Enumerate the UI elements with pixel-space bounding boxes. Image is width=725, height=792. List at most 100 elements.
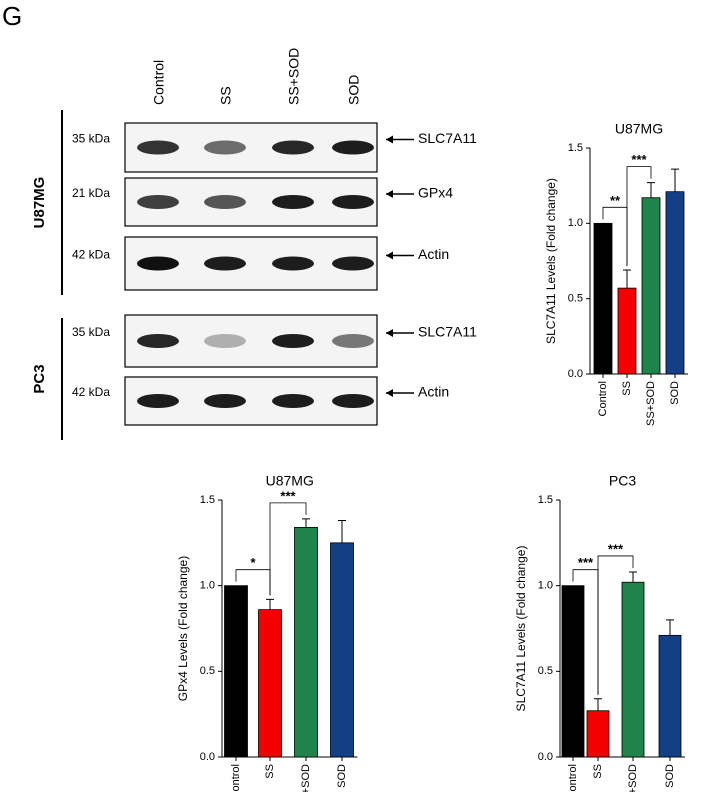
y-tick-label: 0.0 xyxy=(538,751,553,763)
y-axis-label: SLC7A11 Levels (Fold change) xyxy=(544,178,558,344)
bar xyxy=(586,710,610,758)
y-axis-label: SLC7A11 Levels (Fold change) xyxy=(514,546,528,712)
x-tick-label: Control xyxy=(567,764,579,792)
chart-title: U87MG xyxy=(266,473,314,489)
lane-label: SOD xyxy=(346,75,362,105)
band xyxy=(204,394,246,408)
y-tick-label: 1.5 xyxy=(568,142,583,154)
panel-label: G xyxy=(2,1,22,31)
bar xyxy=(617,287,637,375)
protein-label: SLC7A11 xyxy=(418,130,477,146)
arrow-head xyxy=(386,389,393,397)
band xyxy=(204,334,246,348)
bar xyxy=(294,527,318,758)
y-tick-label: 0.5 xyxy=(538,665,553,677)
bar xyxy=(561,585,585,758)
lane-label: Control xyxy=(151,60,167,105)
band xyxy=(332,195,374,209)
bar xyxy=(658,634,682,758)
size-label: 42 kDa xyxy=(72,385,110,399)
y-tick-label: 1.0 xyxy=(568,217,583,229)
band xyxy=(204,256,246,271)
band xyxy=(272,334,314,348)
size-label: 35 kDa xyxy=(72,132,110,146)
error-bar xyxy=(671,168,679,192)
y-tick-label: 1.0 xyxy=(200,580,215,592)
band xyxy=(272,394,314,408)
band xyxy=(137,256,179,271)
chart-title: U87MG xyxy=(615,121,663,137)
y-tick-label: 1.5 xyxy=(200,494,215,506)
error-bar xyxy=(302,518,310,528)
band xyxy=(137,195,179,209)
bar xyxy=(665,191,685,375)
band xyxy=(204,140,246,155)
x-tick-label: SOD xyxy=(336,764,348,788)
significance-label: *** xyxy=(631,152,647,167)
band xyxy=(204,195,246,209)
band xyxy=(137,334,179,348)
y-tick-label: 1.0 xyxy=(538,580,553,592)
y-axis-label: GPx4 Levels (Fold change) xyxy=(176,556,190,701)
size-label: 42 kDa xyxy=(72,248,110,262)
x-tick-label: SS xyxy=(264,764,276,779)
error-bar xyxy=(623,269,631,289)
bar xyxy=(593,222,613,375)
error-bar xyxy=(338,520,346,543)
lane-label: SS+SOD xyxy=(286,48,302,105)
error-bar xyxy=(666,619,674,636)
y-tick-label: 1.5 xyxy=(538,494,553,506)
error-bar xyxy=(629,571,637,583)
band xyxy=(332,334,374,348)
bar xyxy=(224,585,248,758)
significance-bracket xyxy=(626,166,652,267)
y-tick-label: 0.0 xyxy=(200,751,215,763)
x-tick-label: SS+SOD xyxy=(300,764,312,792)
band xyxy=(272,195,314,209)
significance-bracket xyxy=(269,502,307,596)
y-tick-label: 0.5 xyxy=(568,293,583,305)
bar xyxy=(258,609,282,758)
lane-label: SS xyxy=(218,86,234,105)
protein-label: SLC7A11 xyxy=(418,324,477,340)
band xyxy=(332,256,374,271)
group-label: U87MG xyxy=(31,177,48,229)
x-tick-label: Control xyxy=(597,381,609,416)
significance-bracket xyxy=(597,555,634,695)
error-bar xyxy=(594,698,602,711)
x-tick-label: Control xyxy=(230,764,242,792)
arrow-head xyxy=(386,135,393,144)
band xyxy=(272,256,314,271)
significance-label: * xyxy=(250,555,256,570)
band xyxy=(272,140,314,155)
band xyxy=(137,140,179,155)
significance-label: *** xyxy=(608,541,624,556)
x-tick-label: SS xyxy=(621,381,633,396)
y-tick-label: 0.0 xyxy=(568,368,583,380)
significance-label: ** xyxy=(610,193,621,208)
bar xyxy=(641,197,661,375)
protein-label: Actin xyxy=(418,384,449,400)
bar xyxy=(621,581,645,758)
arrow-head xyxy=(386,190,393,198)
arrow-head xyxy=(386,251,393,260)
x-tick-label: SS+SOD xyxy=(627,764,639,792)
band xyxy=(137,394,179,408)
x-tick-label: SOD xyxy=(664,764,676,788)
chart-title: PC3 xyxy=(609,473,636,489)
significance-label: *** xyxy=(280,488,296,503)
band xyxy=(332,394,374,408)
size-label: 35 kDa xyxy=(72,325,110,339)
band xyxy=(332,140,374,155)
size-label: 21 kDa xyxy=(72,186,110,200)
error-bar xyxy=(266,598,274,610)
protein-label: GPx4 xyxy=(418,185,453,201)
x-tick-label: SS xyxy=(592,764,604,779)
significance-label: *** xyxy=(578,555,594,570)
x-tick-label: SOD xyxy=(669,381,681,405)
group-label: PC3 xyxy=(31,364,48,393)
bar xyxy=(330,542,354,758)
error-bar xyxy=(647,182,655,198)
y-tick-label: 0.5 xyxy=(200,665,215,677)
